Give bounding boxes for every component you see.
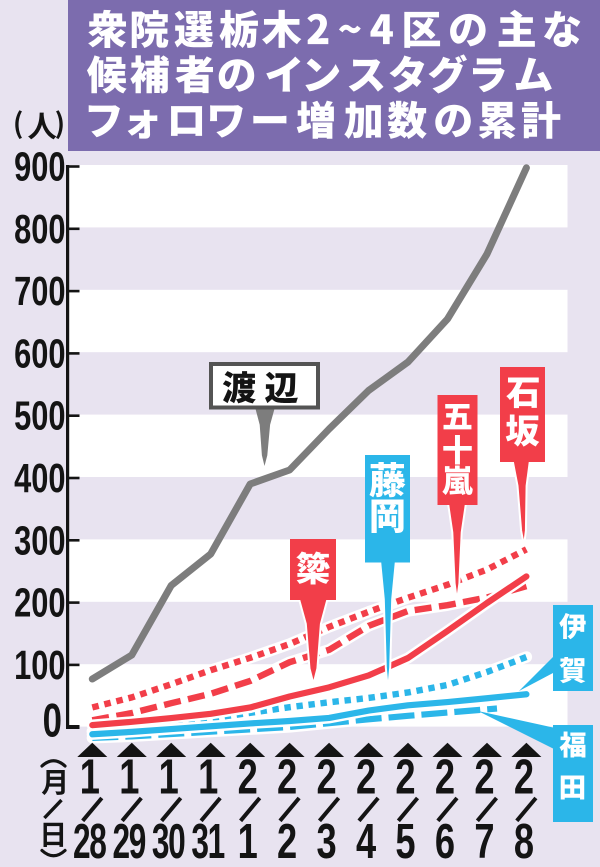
svg-text:1: 1: [238, 815, 258, 867]
svg-text:800: 800: [14, 206, 65, 252]
svg-text:1: 1: [119, 750, 139, 805]
svg-text:2: 2: [73, 814, 91, 867]
svg-text:200: 200: [14, 579, 65, 625]
svg-text:600: 600: [14, 330, 65, 376]
svg-text:2: 2: [238, 750, 258, 805]
svg-text:2: 2: [277, 750, 297, 805]
svg-text:1: 1: [159, 750, 179, 805]
svg-text:9: 9: [129, 814, 147, 867]
svg-text:300: 300: [14, 517, 65, 563]
svg-text:1: 1: [80, 750, 100, 805]
svg-text:8: 8: [514, 815, 534, 867]
svg-text:100: 100: [14, 642, 65, 688]
svg-text:3: 3: [317, 815, 337, 867]
svg-text:1: 1: [208, 814, 226, 867]
svg-text:8: 8: [89, 814, 107, 867]
svg-text:2: 2: [395, 750, 415, 805]
svg-text:2: 2: [277, 815, 297, 867]
svg-text:2: 2: [317, 750, 337, 805]
svg-text:1: 1: [198, 750, 218, 805]
svg-text:5: 5: [395, 815, 415, 867]
svg-text:400: 400: [14, 455, 65, 501]
svg-text:6: 6: [435, 815, 455, 867]
svg-text:3: 3: [152, 814, 170, 867]
svg-text:4: 4: [356, 815, 376, 867]
svg-text:7: 7: [474, 815, 494, 867]
svg-text:2: 2: [435, 750, 455, 805]
svg-text:2: 2: [112, 814, 130, 867]
svg-text:700: 700: [14, 268, 65, 314]
svg-text:0: 0: [168, 814, 186, 867]
svg-text:2: 2: [356, 750, 376, 805]
svg-text:3: 3: [191, 814, 209, 867]
svg-text:900: 900: [14, 143, 65, 189]
svg-text:500: 500: [14, 393, 65, 439]
svg-text:0: 0: [43, 695, 62, 747]
svg-text:2: 2: [474, 750, 494, 805]
svg-text:2: 2: [514, 750, 534, 805]
